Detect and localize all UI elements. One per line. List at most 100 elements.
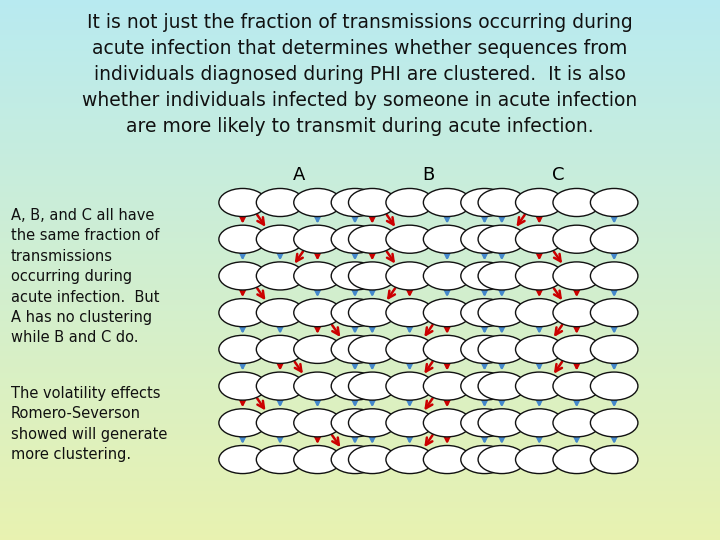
Ellipse shape xyxy=(423,335,471,363)
Ellipse shape xyxy=(516,372,563,400)
Bar xyxy=(0,418,720,421)
Bar xyxy=(0,324,720,327)
Bar xyxy=(0,392,720,394)
Ellipse shape xyxy=(386,446,433,474)
Ellipse shape xyxy=(516,188,563,217)
Bar xyxy=(0,146,720,148)
Bar xyxy=(0,521,720,524)
Bar xyxy=(0,46,720,49)
Bar xyxy=(0,316,720,319)
Bar xyxy=(0,124,720,127)
Ellipse shape xyxy=(478,446,526,474)
Bar xyxy=(0,472,720,475)
Bar xyxy=(0,319,720,321)
Bar xyxy=(0,62,720,65)
Ellipse shape xyxy=(294,372,341,400)
Bar xyxy=(0,81,720,84)
Ellipse shape xyxy=(294,188,341,217)
Bar xyxy=(0,302,720,305)
Bar xyxy=(0,246,720,248)
Ellipse shape xyxy=(461,446,508,474)
Bar xyxy=(0,432,720,435)
Ellipse shape xyxy=(423,225,471,253)
Bar xyxy=(0,494,720,497)
Bar xyxy=(0,500,720,502)
Bar xyxy=(0,408,720,410)
Bar xyxy=(0,92,720,94)
Ellipse shape xyxy=(294,225,341,253)
Ellipse shape xyxy=(331,299,379,327)
Bar xyxy=(0,397,720,400)
Bar xyxy=(0,162,720,165)
Bar xyxy=(0,0,720,3)
Bar xyxy=(0,105,720,108)
Bar xyxy=(0,367,720,370)
Bar xyxy=(0,424,720,427)
Bar xyxy=(0,200,720,202)
Ellipse shape xyxy=(219,372,266,400)
Bar xyxy=(0,38,720,40)
Bar xyxy=(0,405,720,408)
Bar xyxy=(0,119,720,122)
Bar xyxy=(0,78,720,81)
Bar xyxy=(0,510,720,513)
Bar xyxy=(0,386,720,389)
Bar xyxy=(0,32,720,35)
Text: It is not just the fraction of transmissions occurring during
acute infection th: It is not just the fraction of transmiss… xyxy=(82,14,638,136)
Bar xyxy=(0,470,720,472)
Ellipse shape xyxy=(553,335,600,363)
Bar xyxy=(0,429,720,432)
Ellipse shape xyxy=(219,262,266,290)
Bar xyxy=(0,383,720,386)
Ellipse shape xyxy=(478,188,526,217)
Ellipse shape xyxy=(423,409,471,437)
Ellipse shape xyxy=(256,188,304,217)
Ellipse shape xyxy=(386,335,433,363)
Bar xyxy=(0,51,720,54)
Ellipse shape xyxy=(423,446,471,474)
Bar xyxy=(0,84,720,86)
Ellipse shape xyxy=(461,262,508,290)
Ellipse shape xyxy=(386,409,433,437)
Bar xyxy=(0,381,720,383)
Ellipse shape xyxy=(331,335,379,363)
Bar xyxy=(0,65,720,68)
Ellipse shape xyxy=(423,299,471,327)
Bar xyxy=(0,181,720,184)
Bar xyxy=(0,243,720,246)
Bar xyxy=(0,375,720,378)
Ellipse shape xyxy=(553,188,600,217)
Bar xyxy=(0,356,720,359)
Bar xyxy=(0,516,720,518)
Bar xyxy=(0,130,720,132)
Bar xyxy=(0,262,720,265)
Bar xyxy=(0,24,720,27)
Bar xyxy=(0,108,720,111)
Ellipse shape xyxy=(331,446,379,474)
Bar xyxy=(0,97,720,100)
Bar xyxy=(0,165,720,167)
Bar xyxy=(0,467,720,470)
Bar xyxy=(0,502,720,505)
Bar xyxy=(0,49,720,51)
Ellipse shape xyxy=(516,262,563,290)
Bar xyxy=(0,305,720,308)
Bar xyxy=(0,505,720,508)
Bar xyxy=(0,192,720,194)
Bar xyxy=(0,240,720,243)
Bar xyxy=(0,348,720,351)
Ellipse shape xyxy=(516,409,563,437)
Bar xyxy=(0,486,720,489)
Bar xyxy=(0,68,720,70)
Bar xyxy=(0,329,720,332)
Ellipse shape xyxy=(294,409,341,437)
Bar xyxy=(0,297,720,300)
Ellipse shape xyxy=(294,262,341,290)
Bar xyxy=(0,54,720,57)
Ellipse shape xyxy=(348,446,396,474)
Bar xyxy=(0,148,720,151)
Text: A: A xyxy=(292,166,305,184)
Bar xyxy=(0,251,720,254)
Bar xyxy=(0,86,720,89)
Ellipse shape xyxy=(461,188,508,217)
